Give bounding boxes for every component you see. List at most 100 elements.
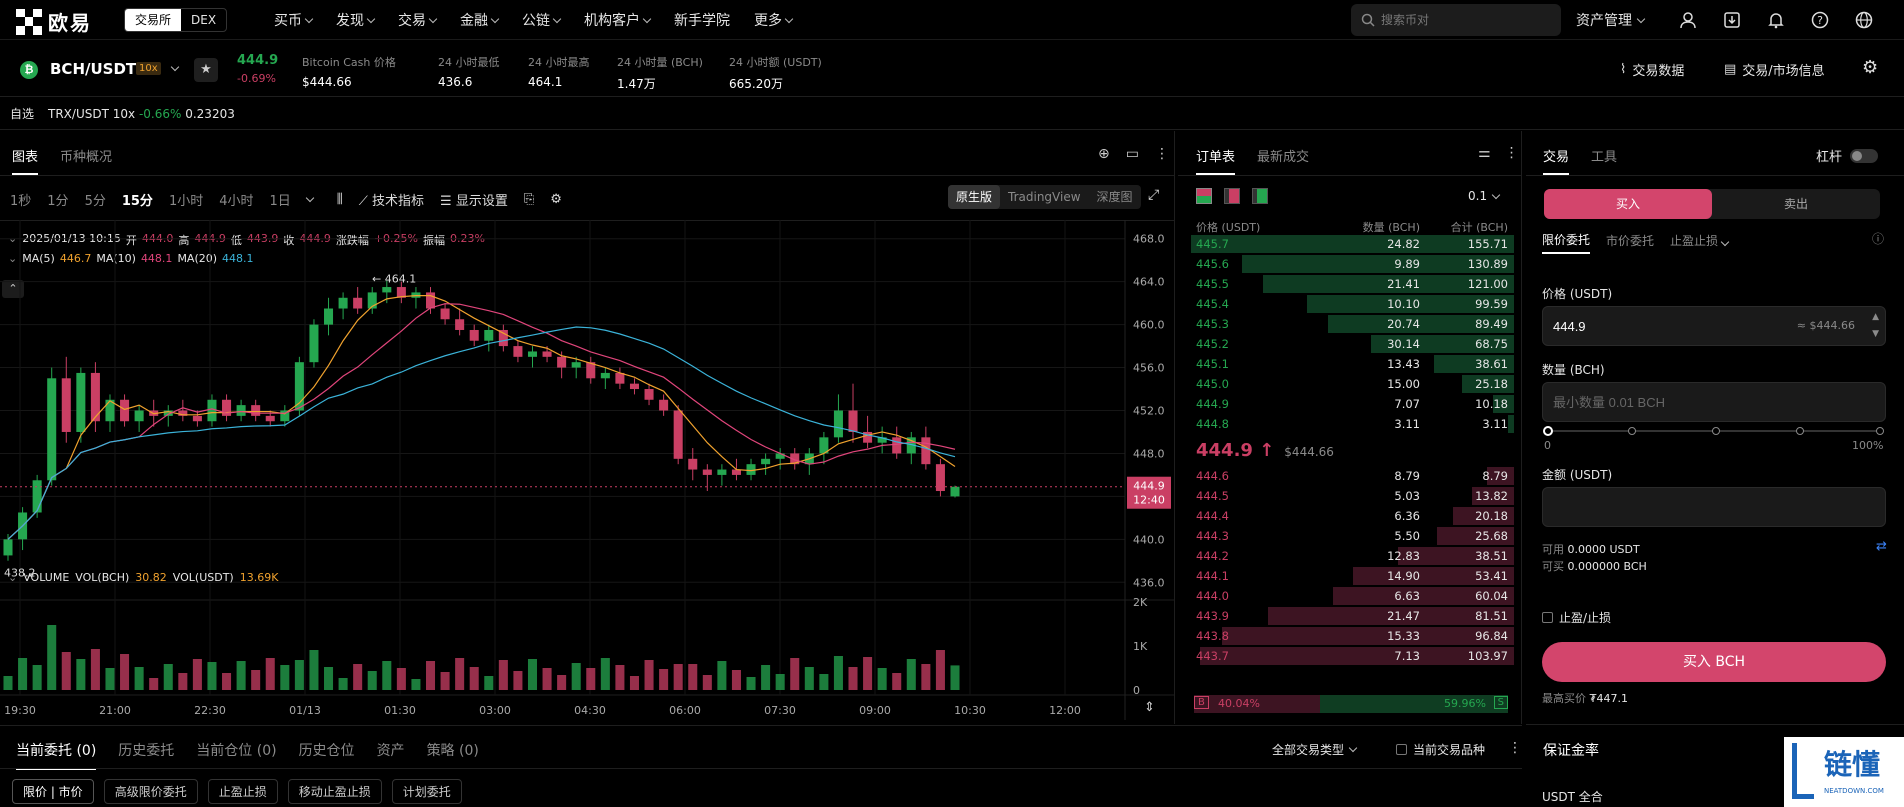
bid-row[interactable]: 443.7 7.13 103.97 bbox=[1182, 646, 1514, 666]
order-limit[interactable]: 限价委托 bbox=[1542, 231, 1591, 254]
scale-reset-icon[interactable]: ⇕ bbox=[1144, 700, 1155, 715]
favorites-label[interactable]: 自选 bbox=[10, 107, 35, 121]
snapshot-icon[interactable]: ⎘ bbox=[523, 192, 535, 207]
candle-type-icon[interactable]: ⫼ bbox=[336, 192, 343, 207]
fullscreen-icon[interactable]: ▭ bbox=[1125, 146, 1139, 162]
more-dots-icon[interactable]: ⋮ bbox=[1154, 146, 1169, 162]
search-input[interactable] bbox=[1381, 13, 1541, 27]
price-field[interactable]: ≈ $444.66 ▲▼ bbox=[1542, 306, 1886, 346]
current-symbol-filter[interactable]: 当前交易品种 bbox=[1396, 741, 1485, 758]
asset-management[interactable]: 资产管理 bbox=[1576, 0, 1646, 40]
pair-dropdown-icon[interactable] bbox=[170, 62, 180, 72]
menu-more[interactable]: 更多 bbox=[754, 10, 794, 30]
interval-dropdown-icon[interactable] bbox=[305, 193, 315, 203]
leverage-toggle[interactable]: 杠杆 bbox=[1816, 146, 1879, 165]
transfer-icon[interactable]: ⇄ bbox=[1876, 539, 1887, 554]
globe-icon[interactable] bbox=[1853, 9, 1875, 31]
bid-row[interactable]: 443.8 15.33 96.84 bbox=[1182, 626, 1514, 646]
price-stepper[interactable]: ▲ ▼ bbox=[1872, 312, 1879, 339]
price-step-select[interactable]: 0.1 bbox=[1468, 189, 1501, 203]
bid-row[interactable]: 444.4 6.36 20.18 bbox=[1182, 506, 1514, 526]
menu-academy[interactable]: 新手学院 bbox=[674, 13, 730, 29]
amount-input[interactable] bbox=[1543, 488, 1783, 526]
tab-latest-trades[interactable]: 最新成交 bbox=[1257, 150, 1310, 165]
checkbox-icon[interactable] bbox=[1396, 744, 1407, 755]
view-native[interactable]: 原生版 bbox=[948, 185, 1001, 209]
subtab-limit-market[interactable]: 限价 | 市价 bbox=[12, 779, 94, 804]
more-dots-icon[interactable]: ⋮ bbox=[1508, 740, 1522, 756]
interval-1d[interactable]: 1日 bbox=[269, 194, 291, 209]
dex-tab[interactable]: DEX bbox=[191, 13, 217, 27]
view-tradingview[interactable]: TradingView bbox=[1008, 190, 1081, 204]
layout-asks-icon[interactable] bbox=[1224, 188, 1240, 204]
interval-1h[interactable]: 1小时 bbox=[168, 194, 204, 209]
bid-row[interactable]: 444.0 6.63 60.04 bbox=[1182, 586, 1514, 606]
settings-gear-icon[interactable]: ⚙ bbox=[1862, 57, 1879, 78]
tab-orderbook[interactable]: 订单表 bbox=[1196, 146, 1236, 175]
more-dots-icon[interactable]: ⋮ bbox=[1504, 145, 1519, 161]
tab-position-history[interactable]: 历史仓位 bbox=[298, 743, 355, 759]
alert-add-icon[interactable]: ⊕ bbox=[1098, 146, 1110, 162]
subtab-trailing[interactable]: 移动止盈止损 bbox=[287, 779, 382, 804]
tab-tools[interactable]: 工具 bbox=[1591, 150, 1618, 165]
sliders-icon[interactable]: ⚌ bbox=[1478, 145, 1491, 161]
tab-open-orders[interactable]: 当前委托 (0) bbox=[16, 740, 97, 770]
order-market[interactable]: 市价委托 bbox=[1606, 234, 1655, 248]
subtab-tpsl[interactable]: 止盈止损 bbox=[207, 779, 278, 804]
qty-field[interactable] bbox=[1542, 382, 1886, 422]
tab-trade[interactable]: 交易 bbox=[1543, 146, 1570, 175]
interval-5m[interactable]: 5分 bbox=[84, 194, 106, 209]
ask-row[interactable]: 444.9 7.07 10.18 bbox=[1182, 394, 1514, 414]
interval-1m[interactable]: 1分 bbox=[47, 194, 69, 209]
menu-chain[interactable]: 公链 bbox=[522, 10, 562, 30]
collapse-icon[interactable]: ⌄ bbox=[8, 571, 18, 584]
buy-bch-button[interactable]: 买入 BCH bbox=[1542, 642, 1886, 682]
pair-name[interactable]: BCH/USDT bbox=[50, 60, 137, 78]
buy-tab[interactable]: 买入 bbox=[1544, 189, 1712, 219]
qty-slider[interactable] bbox=[1543, 426, 1884, 436]
ask-row[interactable]: 444.8 3.11 3.11 bbox=[1182, 414, 1514, 434]
menu-trade[interactable]: 交易 bbox=[398, 10, 438, 30]
tab-coin-overview[interactable]: 币种概况 bbox=[60, 150, 113, 165]
menu-buy-crypto[interactable]: 买币 bbox=[274, 10, 314, 30]
exchange-tab[interactable]: 交易所 bbox=[125, 9, 182, 31]
market-info-button[interactable]: ▤ 交易/市场信息 bbox=[1724, 62, 1825, 79]
bid-row[interactable]: 444.6 8.79 8.79 bbox=[1182, 466, 1514, 486]
interval-4h[interactable]: 4小时 bbox=[219, 194, 254, 209]
layout-both-icon[interactable] bbox=[1196, 188, 1212, 204]
expand-icon[interactable]: ⤢ bbox=[1148, 187, 1160, 203]
menu-finance[interactable]: 金融 bbox=[460, 10, 500, 30]
ask-row[interactable]: 445.1 13.43 38.61 bbox=[1182, 354, 1514, 374]
ask-row[interactable]: 445.7 24.82 155.71 bbox=[1182, 234, 1514, 254]
help-icon[interactable]: ? bbox=[1809, 9, 1831, 31]
bid-row[interactable]: 443.9 21.47 81.51 bbox=[1182, 606, 1514, 626]
leverage-switch[interactable] bbox=[1850, 148, 1879, 163]
subtab-advanced-limit[interactable]: 高级限价委托 bbox=[103, 779, 198, 804]
trade-data-button[interactable]: ⌇ 交易数据 bbox=[1620, 62, 1685, 79]
interval-1s[interactable]: 1秒 bbox=[10, 194, 32, 209]
view-depth[interactable]: 深度图 bbox=[1096, 190, 1133, 204]
ask-row[interactable]: 445.0 15.00 25.18 bbox=[1182, 374, 1514, 394]
ask-row[interactable]: 445.6 9.89 130.89 bbox=[1182, 254, 1514, 274]
bell-icon[interactable] bbox=[1765, 9, 1787, 31]
trade-type-filter[interactable]: 全部交易类型 bbox=[1272, 741, 1358, 758]
slider-handle[interactable] bbox=[1543, 426, 1553, 436]
chart-settings-icon[interactable]: ⚙ bbox=[550, 192, 562, 207]
tpsl-checkbox[interactable]: 止盈/止损 bbox=[1542, 609, 1611, 626]
favorite-star-icon[interactable]: ★ bbox=[194, 58, 218, 82]
fav-pair[interactable]: TRX/USDT 10x -0.66% 0.23203 bbox=[48, 106, 235, 121]
info-icon[interactable]: ⓘ bbox=[1872, 232, 1885, 246]
tab-order-history[interactable]: 历史委托 bbox=[118, 743, 175, 759]
user-icon[interactable] bbox=[1677, 9, 1699, 31]
download-icon[interactable] bbox=[1721, 9, 1743, 31]
search-box[interactable] bbox=[1351, 4, 1561, 36]
collapse-up-icon[interactable]: ⌃ bbox=[2, 280, 24, 298]
bid-row[interactable]: 444.2 12.83 38.51 bbox=[1182, 546, 1514, 566]
ask-row[interactable]: 445.3 20.74 89.49 bbox=[1182, 314, 1514, 334]
interval-15m[interactable]: 15分 bbox=[121, 194, 153, 209]
indicators-button[interactable]: ⟋ 技术指标 bbox=[358, 194, 425, 209]
collapse-icon[interactable]: ⌄ bbox=[8, 252, 18, 265]
ask-row[interactable]: 445.5 21.41 121.00 bbox=[1182, 274, 1514, 294]
tab-strategies[interactable]: 策略 (0) bbox=[426, 743, 479, 759]
layout-bids-icon[interactable] bbox=[1252, 188, 1268, 204]
